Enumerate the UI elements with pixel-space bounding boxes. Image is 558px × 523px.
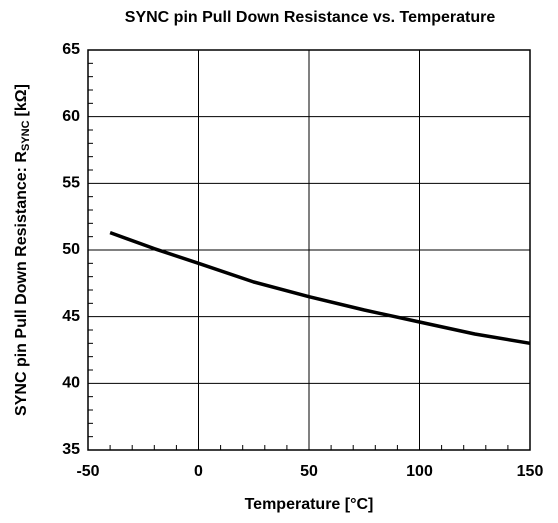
y-label-main: SYNC pin Pull Down Resistance: R bbox=[13, 151, 30, 416]
y-tick-label: 55 bbox=[62, 175, 80, 192]
y-tick-label: 40 bbox=[62, 375, 80, 392]
x-tick-label: 150 bbox=[517, 463, 544, 480]
x-tick-label: -50 bbox=[76, 463, 99, 480]
x-axis-label: Temperature [°C] bbox=[245, 496, 374, 513]
y-label-sub: SYNC bbox=[20, 120, 32, 151]
x-tick-label: 100 bbox=[406, 463, 433, 480]
plot-frame bbox=[87, 49, 531, 451]
y-tick-label: 60 bbox=[62, 108, 80, 125]
x-tick-label: 0 bbox=[194, 463, 203, 480]
y-axis-label: SYNC pin Pull Down Resistance: RSYNC [kΩ] bbox=[13, 84, 32, 416]
y-tick-label: 45 bbox=[62, 308, 80, 325]
chart-title: SYNC pin Pull Down Resistance vs. Temper… bbox=[125, 9, 496, 26]
line bbox=[109, 231, 531, 346]
y-tick-label: 35 bbox=[62, 441, 80, 458]
x-tick-label: 50 bbox=[300, 463, 318, 480]
y-tick-label: 65 bbox=[62, 41, 80, 58]
y-tick-label: 50 bbox=[62, 241, 80, 258]
y-label-unit: [kΩ] bbox=[13, 84, 30, 116]
